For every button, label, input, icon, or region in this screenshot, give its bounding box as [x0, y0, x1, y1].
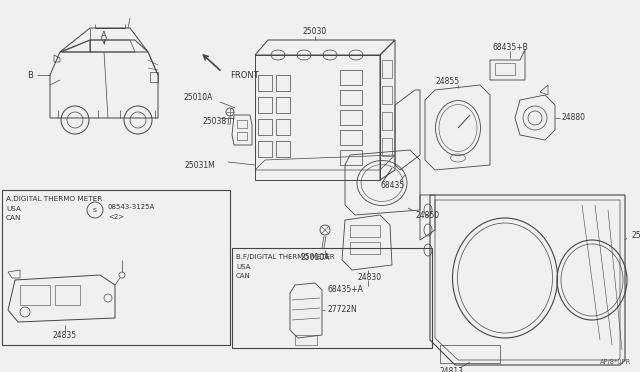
Bar: [237, 132, 247, 140]
Bar: [258, 97, 272, 113]
Text: AP/8*0PR: AP/8*0PR: [600, 359, 631, 365]
Text: CAN: CAN: [6, 215, 22, 221]
Text: FRONT: FRONT: [230, 71, 259, 80]
Text: 68435+B: 68435+B: [492, 44, 528, 52]
Text: 24855: 24855: [436, 77, 460, 87]
Bar: [382, 112, 392, 130]
Text: 25031M: 25031M: [184, 160, 216, 170]
Text: 68435: 68435: [381, 180, 405, 189]
Bar: [150, 72, 158, 82]
Text: 25010A: 25010A: [183, 93, 212, 103]
Bar: [276, 97, 290, 113]
Bar: [382, 86, 392, 104]
Bar: [382, 138, 392, 156]
Text: 25010A: 25010A: [300, 253, 330, 263]
Bar: [340, 130, 362, 145]
Bar: [276, 141, 290, 157]
Text: B.F/DIGITAL THERMO METER: B.F/DIGITAL THERMO METER: [236, 254, 335, 260]
Text: 24880: 24880: [562, 113, 586, 122]
Bar: [258, 119, 272, 135]
Text: CAN: CAN: [236, 273, 251, 279]
Text: 25038: 25038: [203, 118, 227, 126]
Text: B: B: [27, 71, 33, 80]
Bar: [350, 225, 380, 237]
Bar: [276, 75, 290, 91]
Bar: [382, 60, 392, 78]
Text: 25031: 25031: [632, 231, 640, 240]
Text: USA: USA: [236, 264, 250, 270]
Bar: [340, 110, 362, 125]
Bar: [258, 141, 272, 157]
Bar: [340, 70, 362, 85]
Bar: [55, 285, 80, 305]
Text: 24813: 24813: [440, 368, 464, 372]
Bar: [340, 90, 362, 105]
Bar: [276, 119, 290, 135]
Bar: [340, 150, 362, 165]
Bar: [232, 248, 432, 348]
Text: 27722N: 27722N: [328, 305, 358, 314]
Bar: [295, 335, 317, 345]
Text: A: A: [101, 32, 107, 41]
Text: 68435+A: 68435+A: [327, 285, 363, 295]
Text: 24835: 24835: [53, 330, 77, 340]
Bar: [495, 63, 515, 75]
Bar: [20, 285, 50, 305]
Text: 24850: 24850: [415, 211, 439, 219]
Text: USA: USA: [6, 206, 21, 212]
Bar: [258, 75, 272, 91]
Text: <2>: <2>: [108, 214, 124, 220]
Bar: [237, 120, 247, 128]
Text: A.DIGITAL THERMO METER: A.DIGITAL THERMO METER: [6, 196, 102, 202]
Bar: [2, 190, 230, 345]
Text: 25030: 25030: [303, 28, 327, 36]
Text: S: S: [93, 208, 97, 212]
Text: 08543-3125A: 08543-3125A: [108, 204, 156, 210]
Bar: [440, 345, 500, 363]
Text: 24830: 24830: [358, 273, 382, 282]
Bar: [350, 242, 380, 254]
